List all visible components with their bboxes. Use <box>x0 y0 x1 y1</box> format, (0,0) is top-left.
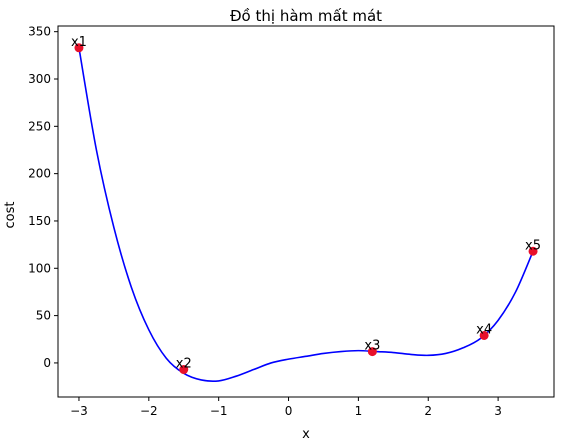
point-x3 <box>367 347 377 357</box>
point-label-x3: x3 <box>364 339 380 354</box>
y-tick-label: 50 <box>36 309 51 323</box>
y-tick-label: 300 <box>28 72 51 86</box>
y-tick-label: 250 <box>28 119 51 133</box>
point-label-x2: x2 <box>176 357 192 372</box>
y-tick-label: 150 <box>28 214 51 228</box>
x-tick-label: −1 <box>210 404 228 418</box>
y-axis-ticks: 0 50 100 150 200 250 300 350 <box>28 25 58 370</box>
x-tick-label: 2 <box>424 404 432 418</box>
x-axis-ticks: −3 −2 −1 0 1 2 3 <box>70 397 502 418</box>
x-tick-label: −2 <box>140 404 158 418</box>
point-label-x1: x1 <box>71 35 87 50</box>
point-x2 <box>179 365 189 375</box>
y-tick-label: 350 <box>28 25 51 39</box>
loss-curve <box>78 47 534 383</box>
x-tick-label: −3 <box>70 404 88 418</box>
point-label-x4: x4 <box>476 322 492 337</box>
axes-frame <box>57 25 555 398</box>
x-tick-label: 1 <box>355 404 363 418</box>
plot-area: x1 x2 x3 x4 x5 <box>71 35 541 383</box>
point-x4 <box>479 330 489 340</box>
y-tick-label: 200 <box>28 167 51 181</box>
x-axis-label: x <box>302 427 310 442</box>
point-label-x5: x5 <box>525 238 541 253</box>
x-tick-label: 0 <box>285 404 293 418</box>
y-tick-label: 100 <box>28 261 51 275</box>
y-axis-label: cost <box>3 202 18 229</box>
y-tick-label: 0 <box>43 356 51 370</box>
chart-title: Đồ thị hàm mất mát <box>230 7 382 25</box>
point-x5 <box>528 246 538 256</box>
point-x1 <box>74 43 84 53</box>
x-tick-label: 3 <box>494 404 502 418</box>
